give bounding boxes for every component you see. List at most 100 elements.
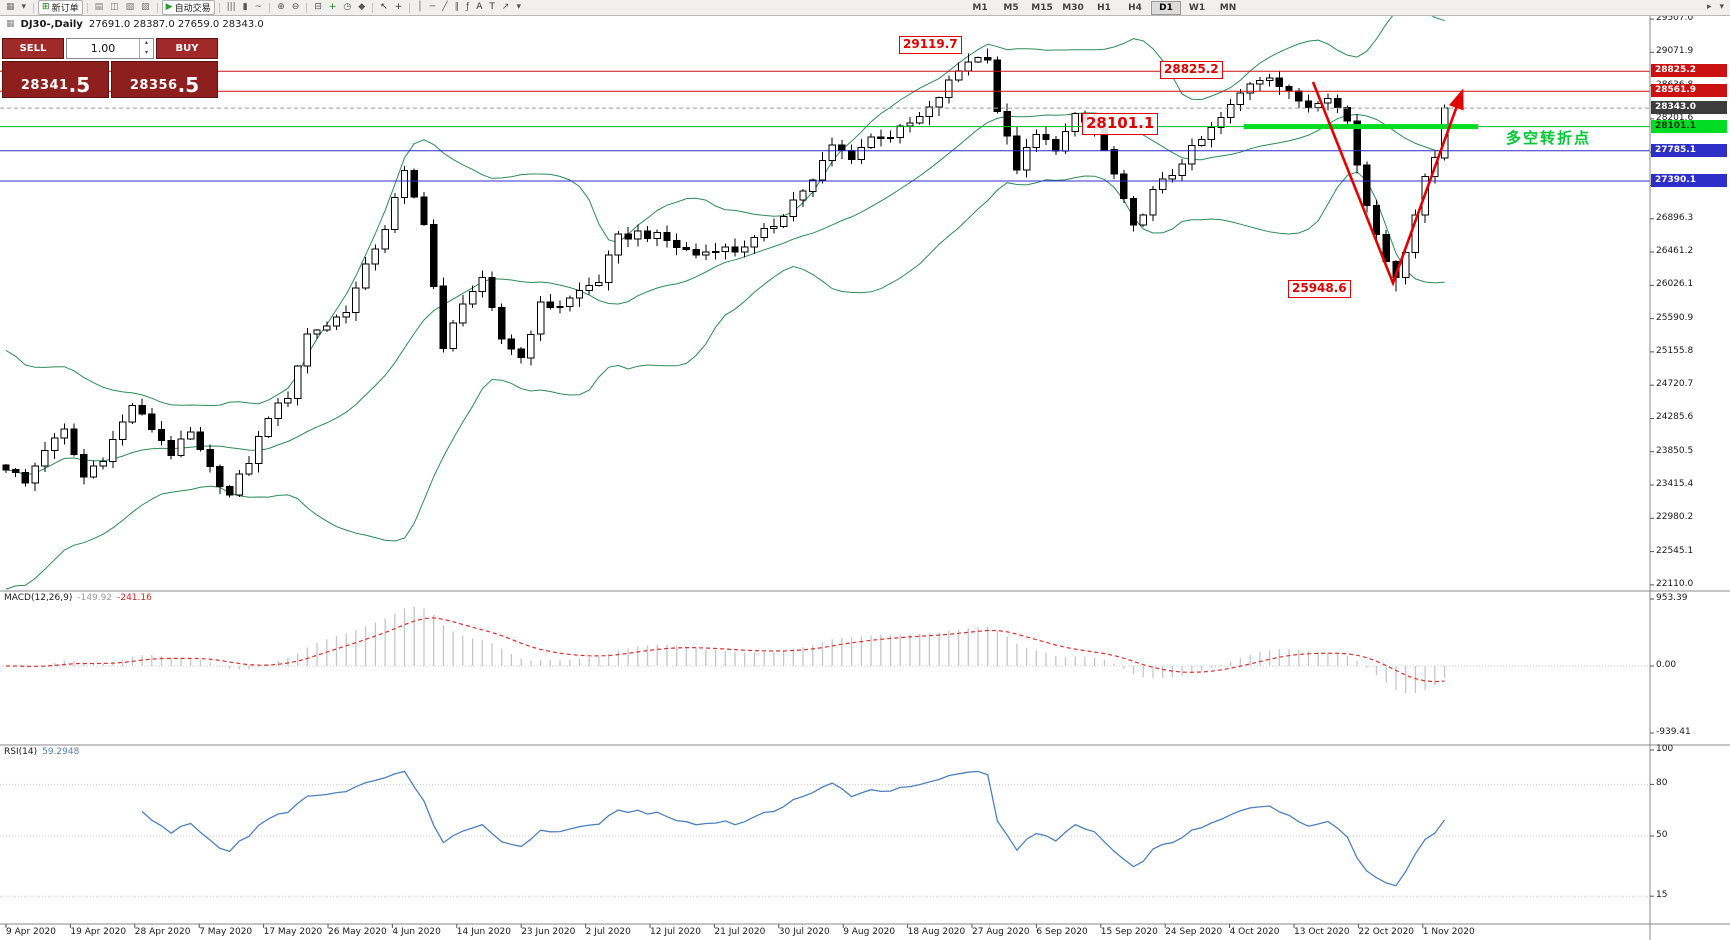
timeframe-h4-button[interactable]: H4 (1128, 3, 1142, 13)
bar-chart-mode-icon-glyph: ||| (226, 2, 236, 12)
horizontal-line-icon[interactable]: ─ (427, 1, 438, 14)
trendline-icon[interactable]: ╱ (439, 1, 450, 14)
one-click-trading-panel: SELL 1.00 ▴ ▾ BUY 28341 .5 28356 .5 (2, 38, 218, 98)
line-chart-mode-icon[interactable]: ~ (252, 1, 266, 14)
rsi-value: 59.2948 (42, 747, 80, 757)
timeframe-m15-button[interactable]: M15 (1031, 3, 1053, 13)
channel-icon-glyph: ∥ (454, 2, 460, 12)
sell-button[interactable]: SELL (2, 38, 64, 59)
macd-value: -149.92 (77, 593, 113, 603)
rsi-indicator-label: RSI(14) 59.2948 (4, 747, 79, 757)
buy-price-pips: .5 (177, 73, 200, 97)
bar-chart-mode-icon[interactable]: ||| (224, 1, 239, 14)
timeframe-d1-button[interactable]: D1 (1151, 1, 1181, 15)
cursor-icon-glyph: ↖ (380, 2, 388, 12)
chart-shift-icon-glyph: ▸ (1706, 2, 1712, 12)
text-label-icon[interactable]: T (486, 1, 498, 14)
draw-tools-dropdown-icon[interactable]: ▾ (513, 1, 524, 14)
templates-icon[interactable]: ◆ (355, 1, 368, 14)
timeframe-h1-button[interactable]: H1 (1097, 3, 1111, 13)
toolbar-more-icon[interactable]: ▾ (1716, 1, 1727, 14)
new-chart-icon[interactable]: ▦ (3, 1, 18, 14)
sell-price-main: 28341 (20, 78, 69, 93)
turning-point-label: 多空转折点 (1506, 129, 1592, 147)
toolbar-separator (372, 2, 374, 13)
candlestick-mode-icon[interactable]: ▮ (240, 1, 251, 14)
arrows-tool-icon-glyph: ↗ (501, 2, 510, 12)
buy-price-display[interactable]: 28356 .5 (111, 61, 218, 98)
timeframe-m1-button[interactable]: M1 (972, 3, 988, 13)
buy-button[interactable]: BUY (156, 38, 218, 59)
new-order-button-label: 新订单 (51, 4, 79, 14)
toolbar-separator (269, 2, 271, 13)
toolbar-separator (409, 2, 411, 13)
text-label-icon-glyph: T (489, 2, 495, 12)
crosshair-icon[interactable]: + (392, 1, 406, 14)
tile-windows-icon-glyph: ⊟ (314, 2, 322, 12)
toolbar-left-group: ▦ ▾ ⊞ 新订单 ▤ ◫ ▧ ▨ ▶ 自动交易 ||| ▮ ~ ⊕ ⊖ ⊟ + ◷ ◆ ↖ + │ ─ ╱ ∥ ƒ A T ↗ ▾ (3, 0, 524, 15)
periods-icon-glyph: ◷ (343, 2, 352, 12)
toolbar-separator (306, 2, 308, 13)
lot-size-field[interactable]: 1.00 ▴ ▾ (66, 38, 154, 59)
indicators-icon-glyph: + (328, 2, 337, 12)
lot-size-value[interactable]: 1.00 (90, 42, 116, 55)
macd-name: MACD(12,26,9) (4, 593, 73, 603)
lot-stepper[interactable]: ▴ ▾ (139, 39, 153, 58)
new-chart-icon-glyph: ▦ (6, 2, 15, 12)
chart-window-icon: ▦ (6, 19, 15, 29)
timeframe-m5-button[interactable]: M5 (1003, 3, 1019, 13)
zoom-in-icon-glyph: ⊕ (277, 2, 285, 12)
text-icon[interactable]: A (473, 1, 485, 14)
draw-tools-dropdown-icon-glyph: ▾ (516, 2, 521, 12)
chart-shift-icon[interactable]: ▸ (1704, 1, 1715, 14)
macd-signal-value: -241.16 (117, 593, 152, 603)
tile-windows-icon[interactable]: ⊟ (311, 1, 325, 14)
line-chart-mode-icon-glyph: ~ (254, 2, 263, 12)
toolbar: ▦ ▾ ⊞ 新订单 ▤ ◫ ▧ ▨ ▶ 自动交易 ||| ▮ ~ ⊕ ⊖ ⊟ + ◷ ◆ ↖ + │ ─ ╱ ∥ ƒ A T ↗ ▾ M1… (0, 0, 1730, 16)
navigator-icon[interactable]: ▧ (123, 1, 138, 14)
new-chart-dropdown-icon-glyph: ▾ (21, 2, 27, 12)
zoom-out-icon[interactable]: ⊖ (289, 1, 303, 14)
new-order-button-glyph: ⊞ (42, 2, 50, 12)
ohlc-values: 27691.0 28387.0 27659.0 28343.0 (88, 19, 264, 30)
rsi-name: RSI(14) (4, 747, 38, 757)
terminal-icon[interactable]: ▨ (138, 1, 153, 14)
toolbar-right-group: ▸ ▾ (1704, 1, 1727, 14)
lot-decrement-icon[interactable]: ▾ (144, 48, 148, 56)
lot-increment-icon[interactable]: ▴ (144, 39, 148, 46)
data-window-icon[interactable]: ◫ (107, 1, 122, 14)
buy-price-main: 28356 (129, 78, 178, 93)
cursor-icon[interactable]: ↖ (377, 1, 391, 14)
timeframe-mn-button[interactable]: MN (1219, 3, 1237, 13)
market-watch-icon-glyph: ▤ (94, 2, 104, 12)
text-icon-glyph: A (476, 2, 483, 12)
arrows-tool-icon[interactable]: ↗ (499, 1, 513, 14)
autotrading-button[interactable]: ▶ 自动交易 (161, 0, 215, 15)
new-order-button[interactable]: ⊞ 新订单 (38, 0, 83, 15)
vertical-line-icon-glyph: │ (417, 2, 423, 12)
zoom-in-icon[interactable]: ⊕ (274, 1, 288, 14)
toolbar-separator (156, 2, 158, 13)
new-chart-dropdown-icon[interactable]: ▾ (19, 1, 30, 14)
trade-prices-row: 28341 .5 28356 .5 (2, 61, 218, 98)
fibonacci-icon[interactable]: ƒ (463, 1, 472, 14)
autotrading-button-glyph: ▶ (165, 2, 173, 12)
fibonacci-icon-glyph: ƒ (466, 2, 470, 12)
symbol-title: DJ30-,Daily (20, 19, 83, 30)
vertical-line-icon[interactable]: │ (414, 1, 425, 14)
crosshair-icon-glyph: + (394, 2, 403, 12)
templates-icon-glyph: ◆ (358, 2, 366, 12)
macd-indicator-label: MACD(12,26,9) -149.92 -241.16 (4, 593, 152, 603)
channel-icon[interactable]: ∥ (452, 1, 463, 14)
market-watch-icon[interactable]: ▤ (92, 1, 107, 14)
toolbar-separator (218, 2, 220, 13)
sell-price-display[interactable]: 28341 .5 (2, 61, 109, 98)
trade-buttons-row: SELL 1.00 ▴ ▾ BUY (2, 38, 218, 59)
indicators-icon[interactable]: + (326, 1, 340, 14)
timeframe-w1-button[interactable]: W1 (1188, 3, 1206, 13)
timeframe-m30-button[interactable]: M30 (1062, 3, 1084, 13)
periods-icon[interactable]: ◷ (340, 1, 354, 14)
toolbar-separator (33, 2, 35, 13)
